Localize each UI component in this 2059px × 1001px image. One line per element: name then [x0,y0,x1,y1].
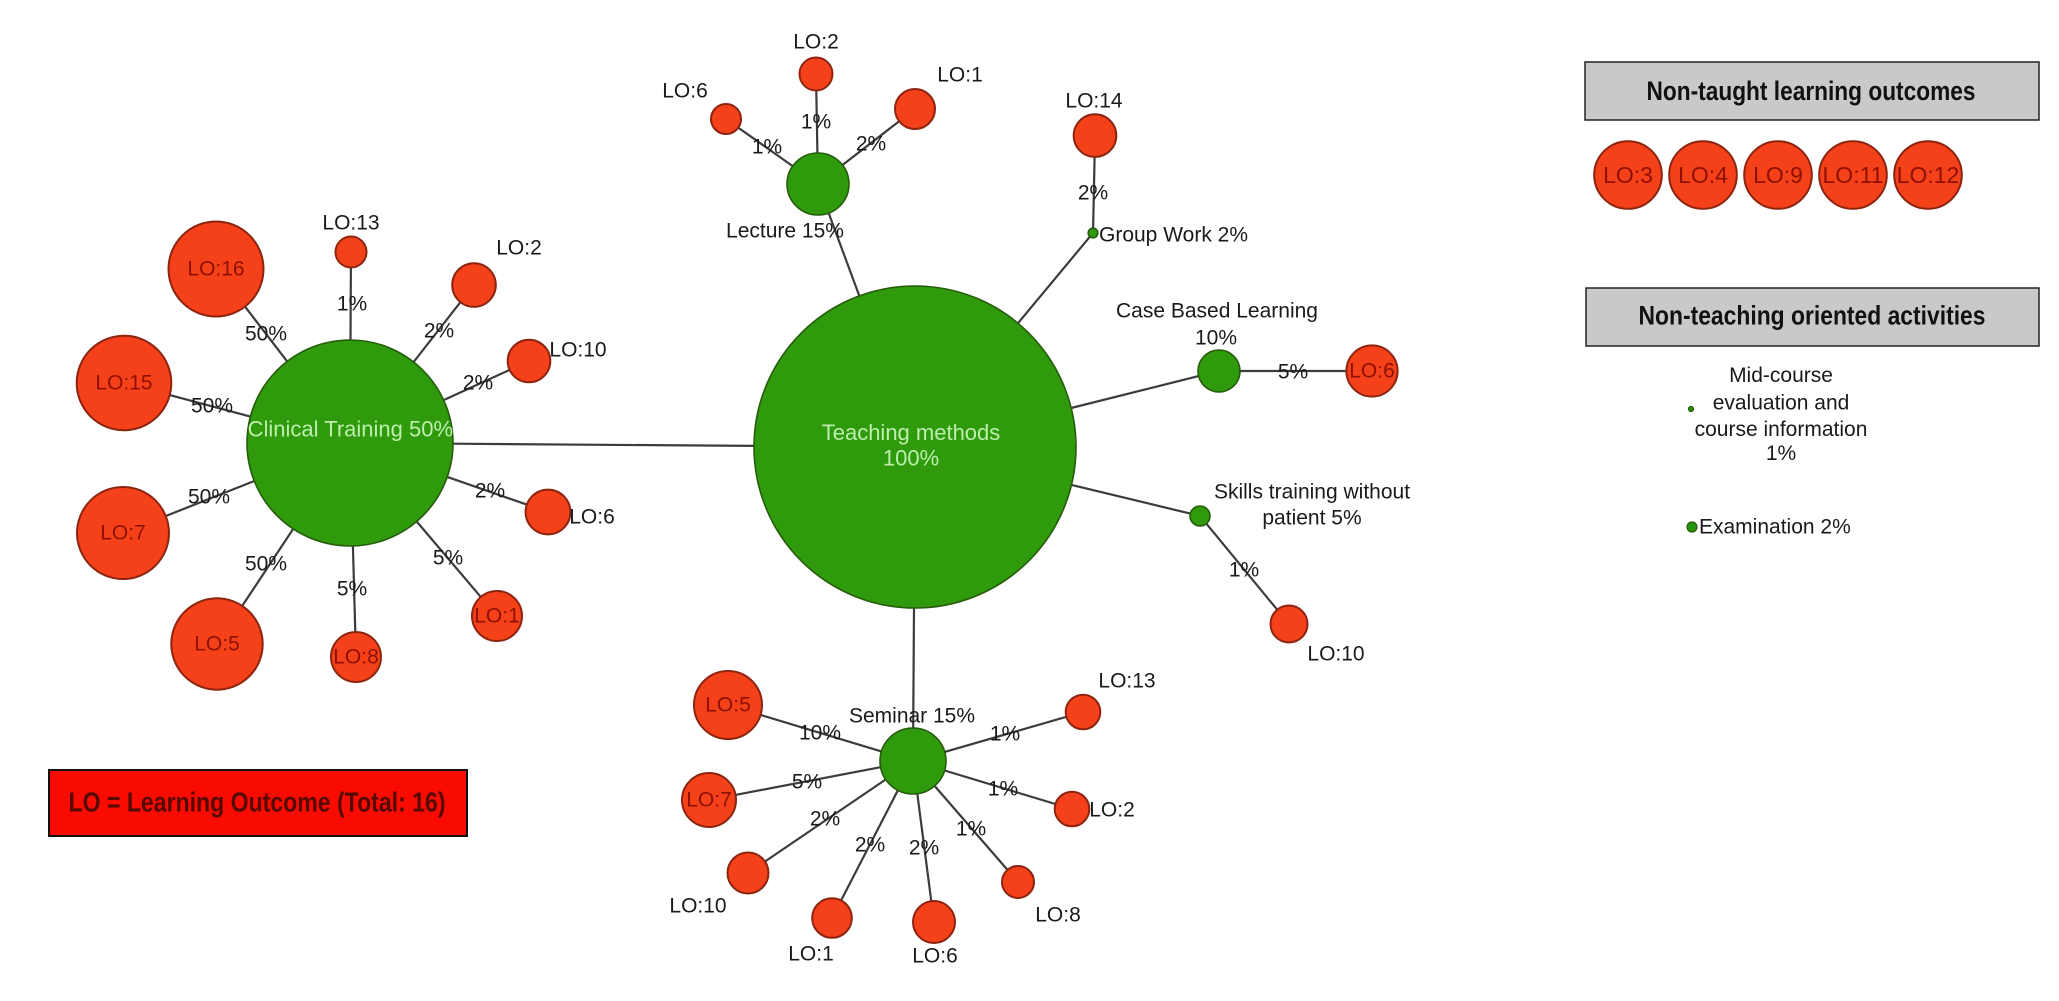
svg-text:5%: 5% [1278,361,1308,384]
svg-text:LO:2: LO:2 [793,31,839,54]
svg-text:LO:13: LO:13 [322,212,379,235]
svg-text:LO:8: LO:8 [1035,904,1081,927]
svg-text:LO:6: LO:6 [662,80,708,103]
svg-text:Non-taught learning outcomes: Non-taught learning outcomes [1647,76,1976,106]
svg-text:LO:7: LO:7 [100,522,146,545]
svg-text:10%: 10% [1195,327,1237,350]
svg-text:LO:10: LO:10 [549,339,606,362]
svg-text:1%: 1% [990,723,1020,746]
svg-text:2%: 2% [855,834,885,857]
svg-text:2%: 2% [856,133,886,156]
svg-text:5%: 5% [337,578,367,601]
svg-text:1%: 1% [1766,442,1796,465]
svg-text:LO:7: LO:7 [686,789,732,812]
svg-text:Group Work 2%: Group Work 2% [1099,224,1248,247]
svg-text:2%: 2% [1078,182,1108,205]
svg-text:2%: 2% [810,808,840,831]
svg-text:50%: 50% [245,323,287,346]
svg-text:LO = Learning Outcome (Total:: LO = Learning Outcome (Total: 16) [69,787,446,818]
svg-text:Lecture 15%: Lecture 15% [726,220,844,243]
svg-text:LO:6: LO:6 [912,945,958,968]
svg-text:LO:9: LO:9 [1753,162,1803,188]
svg-text:Case Based Learning: Case Based Learning [1116,300,1318,323]
svg-text:LO:1: LO:1 [474,605,520,628]
svg-text:Examination 2%: Examination 2% [1699,516,1851,539]
svg-text:1%: 1% [988,778,1018,801]
svg-text:LO:6: LO:6 [1349,360,1395,383]
svg-text:1%: 1% [956,818,986,841]
svg-text:LO:1: LO:1 [788,943,834,966]
svg-text:Seminar 15%: Seminar 15% [849,705,975,728]
svg-text:LO:8: LO:8 [333,646,379,669]
svg-text:2%: 2% [424,320,454,343]
svg-text:50%: 50% [188,486,230,509]
svg-text:LO:5: LO:5 [705,694,751,717]
svg-text:5%: 5% [792,771,822,794]
svg-text:Skills training without: Skills training without [1214,481,1410,504]
svg-text:Clinical Training 50%: Clinical Training 50% [248,417,453,442]
svg-text:50%: 50% [191,395,233,418]
svg-text:10%: 10% [799,722,841,745]
svg-text:LO:5: LO:5 [194,633,240,656]
svg-text:LO:3: LO:3 [1603,162,1653,188]
svg-text:LO:16: LO:16 [187,258,244,281]
svg-text:1%: 1% [1229,559,1259,582]
svg-text:50%: 50% [245,553,287,576]
svg-text:LO:11: LO:11 [1823,162,1884,188]
svg-text:LO:6: LO:6 [569,506,615,529]
svg-text:1%: 1% [337,293,367,316]
svg-text:LO:13: LO:13 [1098,670,1155,693]
svg-text:LO:15: LO:15 [95,372,152,395]
svg-text:2%: 2% [475,480,505,503]
svg-text:LO:14: LO:14 [1065,90,1123,113]
svg-text:LO:2: LO:2 [496,237,542,260]
svg-text:evaluation and: evaluation and [1713,391,1850,414]
svg-text:LO:1: LO:1 [937,64,983,87]
svg-text:100%: 100% [883,445,939,470]
svg-text:Non-teaching oriented activiti: Non-teaching oriented activities [1639,301,1986,331]
svg-text:LO:4: LO:4 [1678,162,1728,188]
svg-text:2%: 2% [463,372,493,395]
svg-text:Teaching methods: Teaching methods [822,420,1001,445]
svg-text:1%: 1% [752,136,782,159]
svg-text:Mid-course: Mid-course [1729,364,1833,387]
svg-text:patient 5%: patient 5% [1262,507,1361,530]
svg-text:LO:10: LO:10 [669,895,726,918]
svg-text:LO:10: LO:10 [1307,643,1364,666]
svg-text:2%: 2% [909,837,939,860]
svg-text:5%: 5% [433,547,463,570]
svg-text:LO:12: LO:12 [1897,162,1960,188]
svg-text:LO:2: LO:2 [1089,799,1135,822]
svg-text:1%: 1% [801,111,831,134]
svg-text:course information: course information [1695,418,1868,441]
